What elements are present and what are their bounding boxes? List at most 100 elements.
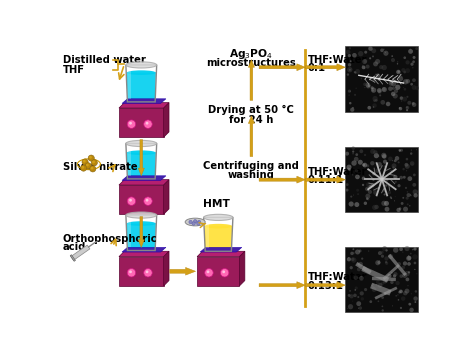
Circle shape xyxy=(390,280,393,284)
Ellipse shape xyxy=(204,214,233,220)
Circle shape xyxy=(390,81,392,84)
Circle shape xyxy=(352,107,354,108)
Circle shape xyxy=(391,76,392,77)
Circle shape xyxy=(410,62,414,66)
FancyArrow shape xyxy=(138,217,145,247)
Circle shape xyxy=(410,152,412,155)
Circle shape xyxy=(399,76,403,81)
Circle shape xyxy=(383,189,386,192)
Circle shape xyxy=(193,219,197,223)
Circle shape xyxy=(391,58,395,62)
Circle shape xyxy=(401,266,405,269)
Circle shape xyxy=(394,200,395,201)
Circle shape xyxy=(387,290,391,294)
Circle shape xyxy=(406,170,407,171)
Circle shape xyxy=(144,197,152,206)
Circle shape xyxy=(390,170,392,171)
Circle shape xyxy=(399,247,403,251)
Polygon shape xyxy=(128,145,131,176)
Circle shape xyxy=(403,276,404,277)
Circle shape xyxy=(410,308,414,312)
Circle shape xyxy=(382,246,387,251)
Text: Drying at 50 °C: Drying at 50 °C xyxy=(209,105,294,115)
Circle shape xyxy=(381,153,386,158)
Circle shape xyxy=(406,170,407,171)
Circle shape xyxy=(373,77,377,81)
Circle shape xyxy=(129,199,132,202)
Circle shape xyxy=(410,195,411,196)
Circle shape xyxy=(352,174,354,175)
Circle shape xyxy=(405,68,410,73)
Circle shape xyxy=(400,290,403,293)
Circle shape xyxy=(353,252,355,254)
Circle shape xyxy=(379,178,381,180)
Circle shape xyxy=(357,267,361,271)
Circle shape xyxy=(355,175,360,179)
Polygon shape xyxy=(119,185,164,214)
Circle shape xyxy=(393,272,398,276)
Circle shape xyxy=(395,295,397,297)
Circle shape xyxy=(346,165,352,170)
Circle shape xyxy=(350,252,354,255)
Circle shape xyxy=(378,251,382,255)
Circle shape xyxy=(399,149,401,152)
Circle shape xyxy=(402,97,407,102)
Circle shape xyxy=(394,159,397,162)
Circle shape xyxy=(365,65,370,69)
Circle shape xyxy=(127,120,136,129)
Text: THF:Water: THF:Water xyxy=(308,272,367,283)
Circle shape xyxy=(386,277,388,279)
Circle shape xyxy=(402,273,407,278)
Ellipse shape xyxy=(126,140,157,147)
Text: 0.13:1: 0.13:1 xyxy=(308,281,344,291)
Circle shape xyxy=(359,276,364,280)
Circle shape xyxy=(368,190,369,191)
Circle shape xyxy=(385,275,389,278)
Circle shape xyxy=(348,94,350,96)
Circle shape xyxy=(373,103,377,108)
Text: Ag$_3$PO$_4$: Ag$_3$PO$_4$ xyxy=(229,47,273,61)
Circle shape xyxy=(405,187,407,189)
Circle shape xyxy=(383,193,386,196)
Circle shape xyxy=(348,63,351,66)
Circle shape xyxy=(401,100,402,102)
Circle shape xyxy=(384,256,389,261)
Circle shape xyxy=(348,257,349,258)
Circle shape xyxy=(406,96,409,98)
Circle shape xyxy=(381,251,384,254)
Circle shape xyxy=(397,294,399,295)
Circle shape xyxy=(364,51,367,54)
Circle shape xyxy=(365,187,370,191)
Circle shape xyxy=(372,205,377,210)
Circle shape xyxy=(361,257,363,260)
FancyArrow shape xyxy=(259,176,305,183)
Circle shape xyxy=(389,81,393,86)
Circle shape xyxy=(383,278,386,282)
Circle shape xyxy=(348,304,353,309)
Polygon shape xyxy=(119,108,164,137)
Circle shape xyxy=(396,87,397,88)
Polygon shape xyxy=(122,176,166,180)
Text: 0:1: 0:1 xyxy=(308,63,326,73)
Circle shape xyxy=(411,85,417,90)
Circle shape xyxy=(392,160,393,161)
Circle shape xyxy=(371,88,376,93)
Circle shape xyxy=(408,49,413,54)
Circle shape xyxy=(356,153,358,156)
Circle shape xyxy=(367,106,371,110)
Circle shape xyxy=(352,151,354,153)
Circle shape xyxy=(379,260,380,261)
Circle shape xyxy=(398,161,400,163)
Circle shape xyxy=(380,49,384,52)
Circle shape xyxy=(355,71,356,74)
Circle shape xyxy=(375,169,380,173)
Circle shape xyxy=(360,291,364,295)
Circle shape xyxy=(361,276,362,277)
Text: HMT: HMT xyxy=(203,199,230,209)
Circle shape xyxy=(381,282,384,285)
Circle shape xyxy=(370,149,375,154)
Circle shape xyxy=(372,179,374,181)
Circle shape xyxy=(382,87,386,91)
FancyArrow shape xyxy=(170,267,196,275)
Polygon shape xyxy=(122,247,166,252)
